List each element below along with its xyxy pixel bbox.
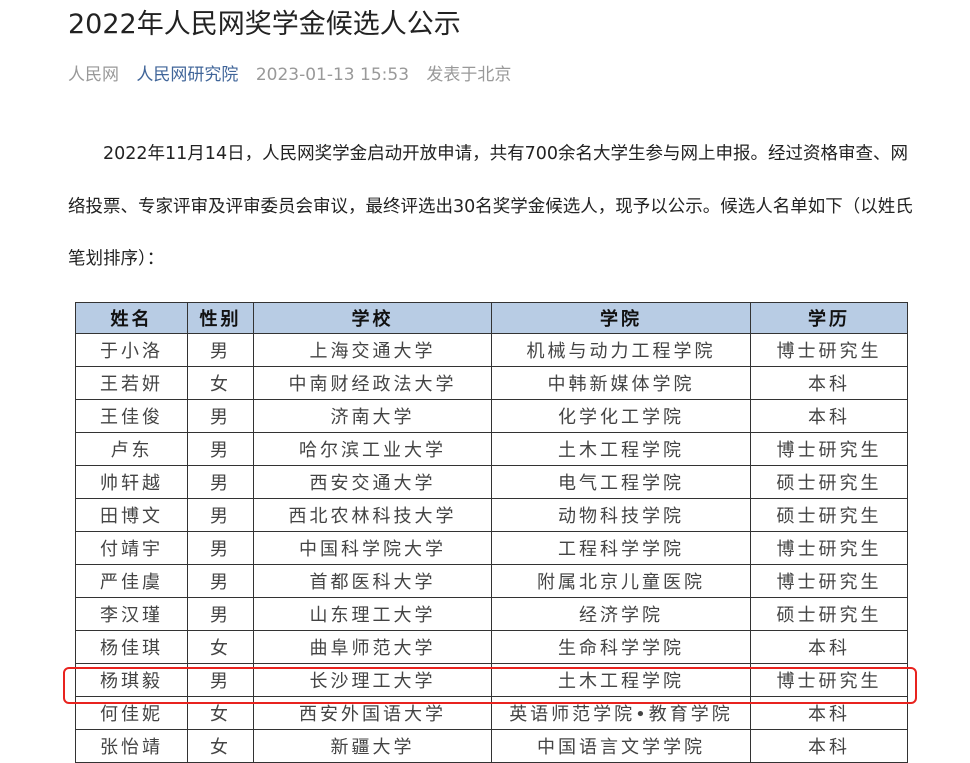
table-cell: 女 [187, 366, 254, 400]
table-cell: 本科 [750, 399, 908, 433]
highlight-box [63, 667, 917, 704]
table-cell: 博士研究生 [750, 333, 908, 367]
table-cell: 动物科技学院 [491, 498, 751, 532]
table-cell: 英语师范学院•教育学院 [491, 696, 751, 730]
table-cell: 本科 [750, 366, 908, 400]
author-link[interactable]: 人民网研究院 [136, 65, 239, 85]
publish-location: 发表于北京 [426, 65, 512, 85]
table-cell: 济南大学 [253, 399, 492, 433]
table-cell: 土木工程学院 [491, 432, 751, 466]
table-cell: 硕士研究生 [750, 465, 908, 499]
table-cell: 电气工程学院 [491, 465, 751, 499]
column-header: 学院 [491, 302, 751, 334]
table-cell: 首都医科大学 [253, 564, 492, 598]
table-cell: 付靖宇 [75, 531, 188, 565]
table-cell: 硕士研究生 [750, 597, 908, 631]
table-row: 于小洛男上海交通大学 机械与动力工程学院 博士研究生 [75, 333, 908, 367]
table-cell: 帅轩越 [75, 465, 188, 499]
source-label: 人民网 [68, 65, 119, 85]
table-cell: 西安外国语大学 [253, 696, 492, 730]
table-cell: 机械与动力工程学院 [491, 333, 751, 367]
candidate-table: 姓名 性别 学校 学院 学历 于小洛男上海交通大学 机械与动力工程学院 博士研究生 王若妍女中… [75, 302, 908, 763]
table-cell: 博士研究生 [750, 432, 908, 466]
table-cell: 山东理工大学 [253, 597, 492, 631]
table-cell: 新疆大学 [253, 729, 492, 763]
table-cell: 张怡靖 [75, 729, 188, 763]
table-cell: 本科 [750, 630, 908, 664]
table-cell: 曲阜师范大学 [253, 630, 492, 664]
column-header: 姓名 [75, 302, 188, 334]
table-cell: 王若妍 [75, 366, 188, 400]
table-row: 王若妍女中南财经政法大学 中韩新媒体学院 本科 [75, 366, 908, 400]
table-row: 严佳虞男首都医科大学 附属北京儿童医院 博士研究生 [75, 564, 908, 598]
column-header: 学校 [253, 302, 492, 334]
table-cell: 博士研究生 [750, 564, 908, 598]
article-meta: 人民网 人民网研究院 2023-01-13 15:53 发表于北京 [68, 60, 523, 85]
table-cell: 中国语言文学学院 [491, 729, 751, 763]
table-cell: 男 [187, 498, 254, 532]
table-cell: 化学化工学院 [491, 399, 751, 433]
table-cell: 女 [187, 729, 254, 763]
table-cell: 经济学院 [491, 597, 751, 631]
table-row: 卢东男哈尔滨工业大学 土木工程学院 博士研究生 [75, 432, 908, 466]
table-cell: 男 [187, 465, 254, 499]
table-cell: 李汉瑾 [75, 597, 188, 631]
table-row: 付靖宇男中国科学院大学 工程科学学院 博士研究生 [75, 531, 908, 565]
table-row: 王佳俊男济南大学 化学化工学院 本科 [75, 399, 908, 433]
table-cell: 田博文 [75, 498, 188, 532]
table-cell: 卢东 [75, 432, 188, 466]
table-cell: 男 [187, 333, 254, 367]
table-cell: 王佳俊 [75, 399, 188, 433]
table-cell: 附属北京儿童医院 [491, 564, 751, 598]
publish-datetime: 2023-01-13 15:53 [255, 65, 410, 85]
table-cell: 本科 [750, 729, 908, 763]
table-row: 张怡靖女新疆大学 中国语言文学学院 本科 [75, 729, 908, 763]
table-cell: 男 [187, 399, 254, 433]
column-header: 性别 [187, 302, 254, 334]
table-cell: 博士研究生 [750, 531, 908, 565]
column-header: 学历 [750, 302, 908, 334]
table-row: 田博文男西北农林科技大学 动物科技学院 硕士研究生 [75, 498, 908, 532]
table-cell: 女 [187, 630, 254, 664]
table-cell: 中韩新媒体学院 [491, 366, 751, 400]
table-cell: 中南财经政法大学 [253, 366, 492, 400]
table-cell: 生命科学学院 [491, 630, 751, 664]
table-row: 李汉瑾男山东理工大学 经济学院 硕士研究生 [75, 597, 908, 631]
table-cell: 本科 [750, 696, 908, 730]
table-cell: 严佳虞 [75, 564, 188, 598]
table-cell: 杨佳琪 [75, 630, 188, 664]
table-cell: 硕士研究生 [750, 498, 908, 532]
table-row: 杨佳琪女曲阜师范大学 生命科学学院 本科 [75, 630, 908, 664]
table-cell: 西北农林科技大学 [253, 498, 492, 532]
table-cell: 哈尔滨工业大学 [253, 432, 492, 466]
table-cell: 男 [187, 432, 254, 466]
article-title: 2022年人民网奖学金候选人公示 [68, 9, 461, 40]
article-paragraph: 2022年11月14日，人民网奖学金启动开放申请，共有700余名大学生参与网上申… [68, 144, 913, 269]
table-cell: 西安交通大学 [253, 465, 492, 499]
table-cell: 男 [187, 597, 254, 631]
table-cell: 于小洛 [75, 333, 188, 367]
table-cell: 工程科学学院 [491, 531, 751, 565]
table-cell: 中国科学院大学 [253, 531, 492, 565]
table-header-row: 姓名 性别 学校 学院 学历 [75, 302, 908, 334]
table-cell: 男 [187, 564, 254, 598]
table-row: 帅轩越男西安交通大学 电气工程学院 硕士研究生 [75, 465, 908, 499]
table-cell: 男 [187, 531, 254, 565]
table-cell: 上海交通大学 [253, 333, 492, 367]
